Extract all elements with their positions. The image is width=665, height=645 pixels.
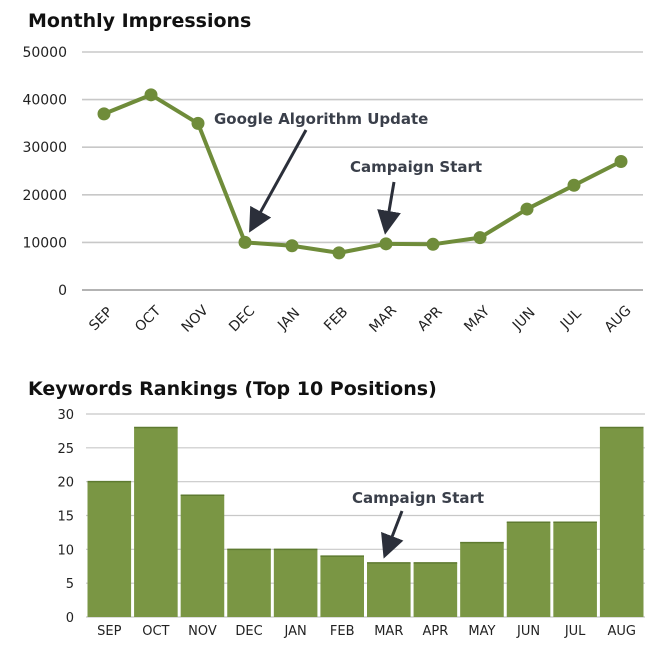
data-point [426,237,440,251]
y-tick-label: 30000 [22,140,67,156]
x-tick-label: MAR [374,624,403,639]
x-tick-label: OCT [132,303,164,335]
x-tick-label: AUG [602,303,635,336]
annotation-campaign-start: Campaign Start [352,489,484,507]
bar [506,522,551,617]
bar [134,427,178,617]
data-point [144,88,158,102]
x-tick-label: FEB [321,304,351,334]
data-point [567,178,581,192]
bar [367,562,411,617]
data-point [520,202,534,216]
bar [227,549,271,617]
x-tick-label: JUN [509,305,539,335]
x-tick-label: JUL [564,624,586,639]
data-point [332,246,346,260]
x-tick-label: JUN [516,624,540,639]
annotation-arrow [249,129,308,233]
x-tick-label: APR [415,304,446,335]
line-chart: 0 10000 20000 30000 40000 50000 SEP OCT NOV DEC JA… [22,45,643,336]
x-tick-label: NOV [179,302,212,335]
bar [87,481,132,617]
annotation-campaign-start: Campaign Start [350,158,482,176]
x-tick-label: NOV [188,624,217,639]
y-tick-label: 0 [66,611,74,626]
y-tick-label: 50000 [22,45,67,61]
y-tick-label: 20 [57,476,74,491]
data-point [473,231,487,245]
bar [553,522,597,617]
x-tick-label: SEP [86,304,116,334]
y-tick-label: 40000 [22,93,67,109]
y-tick-label: 10000 [22,235,67,251]
x-tick-label: OCT [142,624,169,639]
x-tick-label: APR [422,624,448,639]
x-tick-label: DEC [235,624,262,639]
y-tick-label: 25 [57,442,74,457]
x-tick-label: DEC [226,303,258,335]
annotation-arrow [381,510,404,559]
line-chart-title: Monthly Impressions [28,10,252,32]
y-tick-label: 30 [57,408,74,423]
data-point [238,235,252,249]
bar-chart-title: Keywords Rankings (Top 10 Positions) [28,378,437,400]
bar-chart: 0 5 10 15 20 25 30 SEP OCT NOV DEC JAN FEB MAR APR MAY J… [57,408,645,639]
x-tick-label: AUG [607,624,635,639]
data-point [379,237,393,251]
bar [413,562,458,617]
data-point [614,154,628,168]
bar [273,549,318,617]
y-tick-label: 20000 [22,188,67,204]
x-tick-label: JAN [284,624,307,639]
impressions-line [103,92,622,255]
x-tick-label: JAN [274,305,303,334]
x-tick-label: SEP [97,624,121,639]
bar [320,556,364,617]
x-tick-label: MAY [468,624,495,639]
x-tick-label: MAY [461,303,493,335]
bar [460,542,504,617]
bar [180,495,225,617]
x-tick-label: JUL [557,306,585,334]
annotation-arrow [377,181,401,235]
data-point [191,116,205,130]
data-point [97,107,111,121]
y-tick-label: 0 [58,283,67,299]
x-tick-label: MAR [366,302,400,336]
y-tick-label: 5 [66,577,74,592]
y-tick-label: 15 [57,510,74,525]
y-tick-label: 10 [57,543,74,558]
bar [599,427,644,617]
data-point [285,239,299,253]
annotation-algorithm-update: Google Algorithm Update [214,110,428,128]
x-tick-label: FEB [330,624,355,639]
